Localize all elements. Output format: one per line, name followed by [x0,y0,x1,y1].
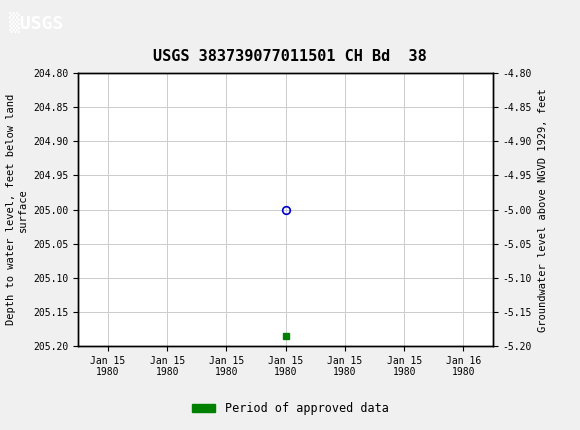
Y-axis label: Depth to water level, feet below land
surface: Depth to water level, feet below land su… [6,94,28,325]
Text: USGS 383739077011501 CH Bd  38: USGS 383739077011501 CH Bd 38 [153,49,427,64]
Y-axis label: Groundwater level above NGVD 1929, feet: Groundwater level above NGVD 1929, feet [538,88,548,332]
Legend: Period of approved data: Period of approved data [187,397,393,420]
Text: ▒USGS: ▒USGS [9,12,63,33]
